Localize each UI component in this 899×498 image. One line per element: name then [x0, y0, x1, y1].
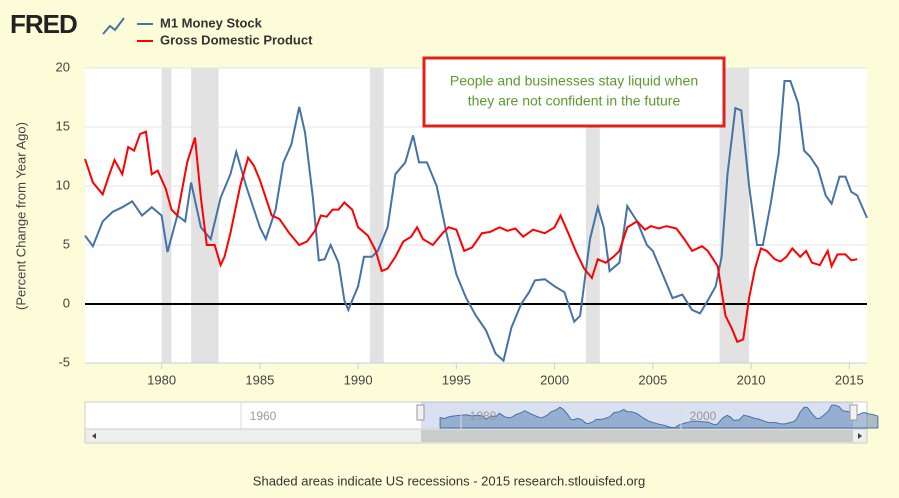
footer: Shaded areas indicate US recessions - 20… — [253, 473, 645, 488]
navigator-handle[interactable] — [416, 404, 425, 421]
recession-band — [191, 68, 219, 363]
navigator-tick-label: 2000 — [690, 409, 717, 423]
y-tick-label: 10 — [56, 177, 70, 192]
annotation-line: People and businesses stay liquid when — [450, 73, 698, 89]
recession-band — [161, 68, 172, 363]
navigator-tick-label: 1980 — [470, 409, 497, 423]
y-tick-label: 15 — [56, 118, 70, 133]
series-line — [84, 80, 868, 363]
x-tick-label: 2010 — [737, 372, 766, 387]
navigator-handle[interactable] — [849, 404, 858, 421]
x-tick-label: 2015 — [835, 372, 864, 387]
recession-band — [369, 68, 384, 363]
x-tick-label: 2000 — [540, 372, 569, 387]
lines — [84, 80, 868, 363]
navigator-series: 1960 1980 2000 — [240, 402, 879, 429]
legend-label: Gross Domestic Product — [160, 32, 313, 47]
y-axis-label: (Percent Change from Year Ago) — [13, 122, 28, 310]
y-tick-label: 5 — [63, 236, 70, 251]
scrollbar-thumb[interactable] — [421, 430, 853, 442]
legend-label: M1 Money Stock — [160, 15, 263, 30]
x-tick-label: 1990 — [344, 372, 373, 387]
y-tick-label: 0 — [63, 295, 70, 310]
y-tick-label: -5 — [58, 354, 70, 369]
annotation-box — [422, 56, 726, 128]
logo-icon — [102, 17, 125, 35]
x-tick-label: 2005 — [638, 372, 667, 387]
x-tick-label: 1985 — [245, 372, 274, 387]
logo[interactable]: FRED — [10, 9, 78, 39]
recession-band — [586, 68, 600, 363]
series-line — [84, 130, 858, 344]
x-tick-label: 1995 — [442, 372, 471, 387]
annotation-line: they are not confident in the future — [468, 93, 681, 109]
navigator-area — [439, 404, 879, 429]
navigator-window[interactable] — [421, 402, 853, 429]
navigator-tick-label: 1960 — [250, 409, 277, 423]
scroll-right[interactable] — [858, 433, 862, 439]
y-tick-label: 20 — [56, 59, 70, 74]
x-tick-label: 1980 — [147, 372, 176, 387]
scroll-left[interactable] — [92, 433, 96, 439]
